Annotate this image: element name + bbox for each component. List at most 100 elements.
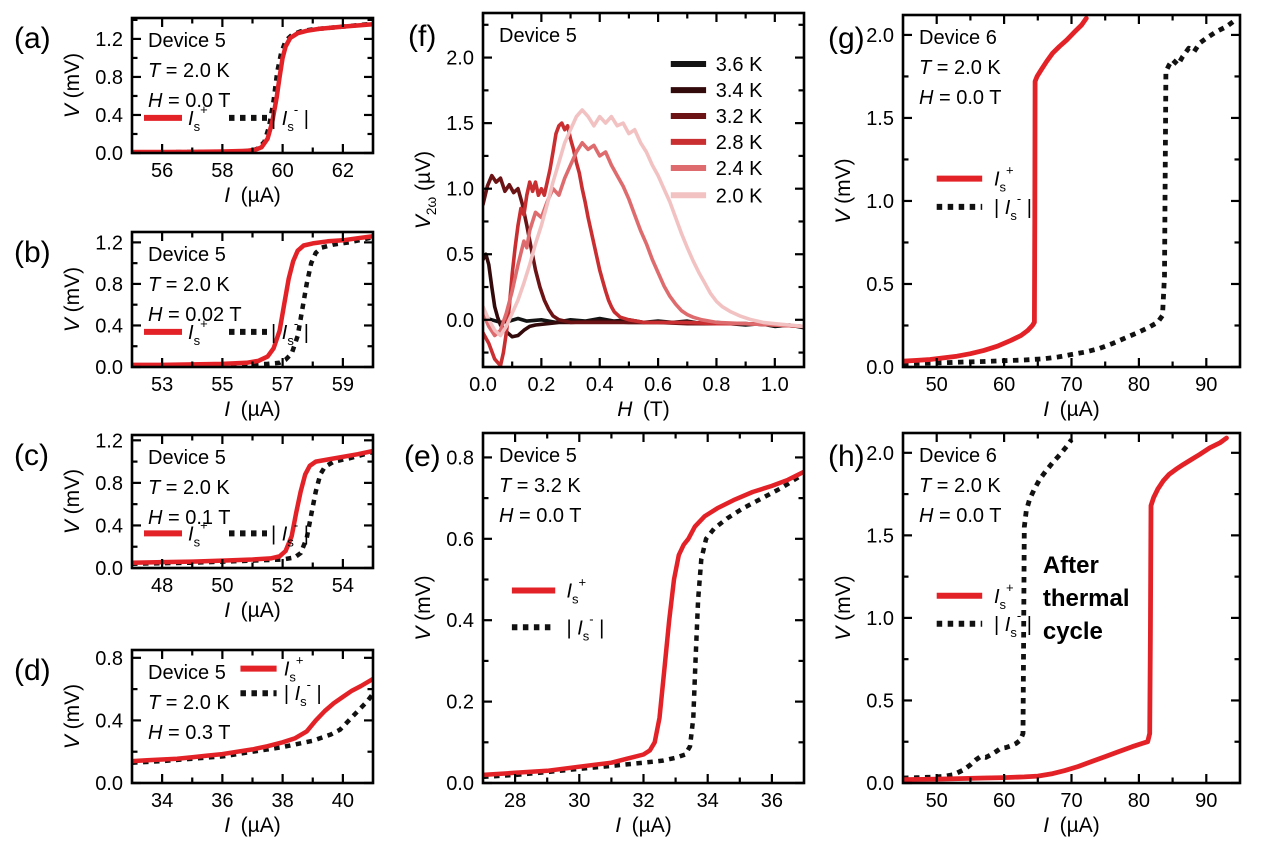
x-axis-label: I (µA) [224,398,280,421]
legend-label: Is+ [188,517,208,549]
legend-label: | Is- | [566,611,604,643]
tick-marks [132,650,373,785]
y-tick-label: 0.0 [95,558,123,580]
x-tick-label: 55 [211,374,233,396]
x-tick-label: 0.2 [527,374,555,396]
x-axis-label: I (µA) [615,814,671,837]
annotation-line: T = 2.0 K [148,274,230,296]
x-tick-label: 1.0 [761,374,789,396]
y-tick-label: 0.5 [866,690,894,712]
y-tick-label: 0.8 [95,274,123,296]
tick-marks [132,435,373,570]
y-tick-label: 0.4 [95,315,123,337]
x-tick-label: 50 [211,575,233,597]
panel-d-curves [132,676,373,765]
panel-e-curves [483,469,804,780]
annotation-line: H = 0.3 T [148,722,230,744]
x-tick-label: 48 [151,575,173,597]
y-tick-label: 1.5 [866,108,894,130]
x-tick-label: 38 [272,790,294,812]
legend-label: Is+ [188,316,208,348]
y-tick-label: 2.0 [866,443,894,465]
annotation-line: H = 0.0 T [919,87,1001,109]
y-axis-label: V (mV) [832,575,855,640]
x-tick-label: 53 [151,374,173,396]
y-tick-label: 1.2 [95,232,123,254]
legend-label: | Is- | [271,517,309,549]
annotation-line: T = 2.0 K [148,477,230,499]
x-tick-label: 58 [211,160,233,182]
x-tick-label: 50 [926,790,948,812]
y-tick-label: 1.2 [95,430,123,452]
panel-letter-g: (g) [828,22,865,55]
y-tick-label: 1.2 [95,29,123,51]
legend: Is+| Is- | [936,580,1032,640]
x-tick-label: 0.0 [469,374,497,396]
x-tick-label: 62 [332,160,354,182]
y-axis-label: V (mV) [832,158,855,223]
y-axis-label: V (mV) [61,267,84,332]
y-axis-label: V (mV) [61,684,84,749]
y-tick-label: 0.0 [866,357,894,379]
y-axis-label: V (mV) [61,53,84,118]
y-tick-label: 1.0 [866,191,894,213]
legend-label: Is+ [284,653,304,685]
y-tick-label: 0.5 [446,244,474,266]
y-tick-label: 1.0 [866,608,894,630]
x-tick-label: 32 [632,790,654,812]
y-tick-label: 0.0 [95,357,123,379]
y-axis-label: V (mV) [412,575,435,640]
x-tick-label: 0.6 [644,374,672,396]
y-tick-label: 0.5 [866,274,894,296]
panel-f-curves [483,108,804,367]
series-abs-Is-minus [132,235,373,367]
legend: Is+ | Is- | [144,316,309,348]
y-tick-label: 2.0 [866,25,894,47]
tick-labels: 0.0 0.2 0.4 0.6 0.8 1.0 0.0 0.5 1.0 1.5 2.0 [446,48,789,396]
x-tick-label: 60 [993,790,1015,812]
annotation-line: Device 5 [148,244,226,266]
series-Is-plus [132,448,373,565]
y-tick-label: 1.5 [866,525,894,547]
tick-labels: 34 36 38 40 0.0 0.4 0.8 [95,648,354,812]
legend-label: 2.4 K [716,158,763,180]
tick-marks [903,15,1240,369]
annotation-line: H = 0.0 T [499,505,581,527]
y-tick-label: 1.5 [446,113,474,135]
tick-labels: 48 50 52 54 0.0 0.4 0.8 1.2 [95,430,354,597]
x-tick-label: 60 [993,374,1015,396]
legend-label: | Is- | [284,677,322,709]
legend-label: | Is- | [994,608,1032,640]
legend-label: Is+ [188,102,208,134]
y-tick-label: 0.0 [866,773,894,795]
panel-letter-c: (c) [14,439,49,472]
x-tick-label: 80 [1128,790,1150,812]
annotation-line: T = 2.0 K [148,60,230,82]
annotation-line: Device 5 [148,30,226,52]
legend: Is+| Is- | [240,653,322,709]
annotation-line: T = 2.0 K [919,475,1001,497]
legend: Is+| Is- | [144,102,309,134]
legend-label: Is+ [994,580,1014,612]
note-after-thermal-cycle: cycle [1043,618,1103,645]
y-tick-label: 0.8 [95,67,123,89]
annotation-line: Device 6 [919,27,997,49]
annotation-line: T = 2.0 K [148,692,230,714]
x-tick-label: 0.8 [703,374,731,396]
note-after-thermal-cycle: thermal [1043,585,1130,612]
y-axis-label: V (mV) [61,469,84,534]
series-T-2.0K [483,108,804,338]
legend-label: 3.6 K [716,54,763,76]
tick-labels: 50 60 70 80 90 0.0 0.5 1.0 1.5 2.0 [866,443,1217,812]
x-tick-label: 52 [272,575,294,597]
panel-h: 50 60 70 80 90 0.0 0.5 1.0 1.5 2.0 I (µA) V (mV) Dev… [828,431,1242,837]
x-tick-label: 40 [332,790,354,812]
legend-label: | Is- | [271,316,309,348]
tick-marks [481,13,804,367]
panel-e: 28 30 32 34 36 0.0 0.2 0.4 0.6 0.8 I (µA) V (mV) Dev… [404,431,806,837]
tick-labels: 53 55 57 59 0.0 0.4 0.8 1.2 [95,232,354,396]
y-tick-label: 0.4 [95,515,123,537]
legend-label: 3.2 K [716,106,763,128]
x-tick-label: 34 [151,790,173,812]
